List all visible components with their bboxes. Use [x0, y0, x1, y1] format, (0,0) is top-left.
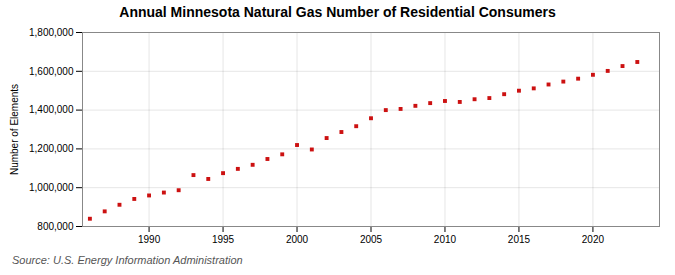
- svg-text:1,000,000: 1,000,000: [29, 182, 74, 193]
- svg-text:2015: 2015: [508, 234, 531, 245]
- svg-text:2000: 2000: [286, 234, 309, 245]
- svg-text:2020: 2020: [582, 234, 605, 245]
- svg-text:1,200,000: 1,200,000: [29, 143, 74, 154]
- svg-text:2010: 2010: [434, 234, 457, 245]
- svg-text:1,800,000: 1,800,000: [29, 27, 74, 38]
- html-text:Source: U.S. Energy Informatio: Source: U.S. Energy Information Administ…: [12, 254, 243, 266]
- svg-text:2005: 2005: [360, 234, 383, 245]
- svg-text:1995: 1995: [212, 234, 235, 245]
- svg-text:800,000: 800,000: [37, 221, 74, 232]
- svg-text:1,400,000: 1,400,000: [29, 104, 74, 115]
- svg-text:Number of Elements: Number of Elements: [9, 84, 20, 175]
- html-text:Annual Minnesota Natural Gas N: Annual Minnesota Natural Gas Number of R…: [119, 4, 556, 20]
- svg-text:1990: 1990: [138, 234, 161, 245]
- svg-text:1,600,000: 1,600,000: [29, 66, 74, 77]
